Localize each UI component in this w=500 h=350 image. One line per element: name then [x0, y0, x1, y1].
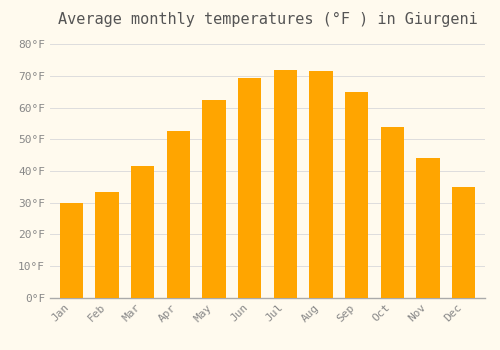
Bar — [238, 78, 262, 298]
Bar — [60, 203, 83, 298]
Title: Average monthly temperatures (°F ) in Giurgeni: Average monthly temperatures (°F ) in Gi… — [58, 12, 478, 27]
Bar — [274, 70, 297, 298]
Bar — [167, 132, 190, 298]
Bar — [202, 100, 226, 297]
Bar — [96, 191, 118, 298]
Bar — [345, 92, 368, 298]
Bar — [452, 187, 475, 298]
Bar — [310, 71, 332, 298]
Bar — [131, 166, 154, 298]
Bar — [380, 127, 404, 298]
Bar — [416, 158, 440, 298]
